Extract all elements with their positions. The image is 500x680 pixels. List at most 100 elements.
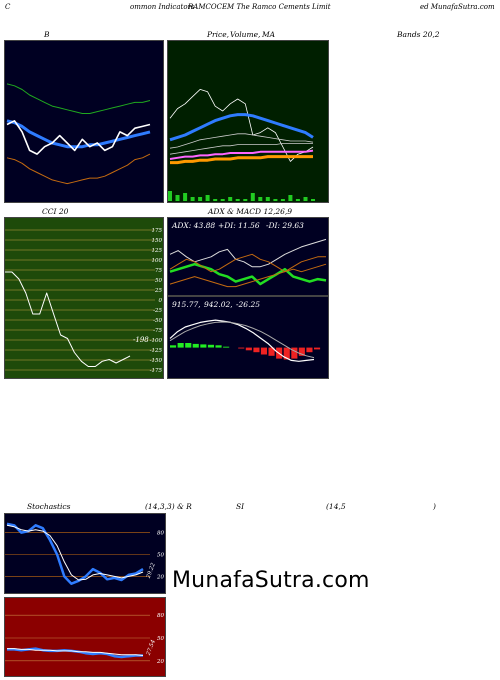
header-title-b: RAMCOCEM The Ramco Cements Limit (188, 3, 331, 11)
cci-tick-label: -175 (150, 368, 163, 374)
adx-chart (169, 238, 327, 288)
volume-bar (243, 199, 248, 201)
cci-tick-label: 175 (152, 228, 163, 234)
macd-histogram-bar (306, 347, 313, 353)
adx-panel: ADX: 43.88 +DI: 11.56 -DI: 29.63 (167, 217, 329, 296)
adx-line (169, 238, 327, 268)
macd-histogram-bar (298, 347, 305, 356)
middle-band-line (6, 119, 151, 149)
cci-tick-label: 100 (152, 258, 163, 264)
price-line (6, 120, 151, 155)
rsi-last-label: 27.54 (145, 639, 157, 657)
rsi-signal-line (7, 648, 144, 656)
cci-tick-label: 125 (152, 248, 163, 254)
cci-tick-label: -25 (153, 308, 162, 314)
adx-label: ADX & MACD 12,26,9 (208, 207, 293, 216)
ma-grey-line-1 (169, 133, 314, 149)
watermark: MunafaSutra.com (172, 568, 370, 593)
macd-line (169, 319, 315, 362)
volume-bar (250, 193, 255, 201)
adx-value: ADX: 43.88 (172, 221, 216, 230)
macd-histogram-bar (207, 344, 214, 348)
volume-label: Volume, (230, 30, 261, 39)
stochastics-tick-label: 20 (156, 574, 164, 580)
bands-label: Bands 20,2 (397, 30, 440, 39)
cci-tick-label: -100 (150, 338, 163, 344)
volume-bar (198, 197, 203, 201)
volume-bar (168, 191, 172, 201)
upper-band-line (6, 83, 151, 114)
stochastics-tick-label: 80 (157, 531, 164, 537)
rsi-tick-label: 50 (157, 636, 164, 642)
macd-histogram-bar (260, 347, 267, 355)
volume-bar (258, 197, 263, 201)
header-left: C (5, 3, 11, 11)
macd-histogram-bar (223, 346, 230, 348)
cci-tick-label: -75 (153, 328, 162, 334)
cci-tick-label: 75 (155, 268, 162, 274)
bollinger-label: B (44, 30, 50, 39)
cci-last-label: -198 (133, 336, 149, 344)
macd-histogram-bar (200, 344, 207, 348)
price-chart (168, 89, 315, 201)
cci-chart: 175 150 125 100 75 50 25 0 -25 -50 -75 -100 -125 -150… (5, 228, 163, 374)
volume-bar (213, 199, 218, 201)
cci-tick-label: -50 (153, 318, 162, 324)
stochastics-panel: 80 50 20 29.22 (4, 513, 166, 594)
cci-tick-label: -150 (150, 358, 163, 364)
volume-bar (295, 199, 300, 201)
macd-value-2: 942.02, (204, 300, 233, 309)
macd-histogram-bar (245, 347, 252, 351)
macd-value-3: -26.25 (236, 300, 261, 309)
rsi-panel: 80 50 20 27.54 (4, 597, 166, 677)
cci-panel: 175 150 125 100 75 50 25 0 -25 -50 -75 -100 -125 -150… (4, 217, 164, 379)
macd-histogram-bar (253, 347, 260, 353)
rsi-tick-label: 20 (156, 659, 164, 665)
ma-pink-line (169, 149, 314, 160)
rsi-params-close: ) (433, 502, 436, 511)
price-label: Price, (207, 30, 230, 39)
rsi-tick-label: 80 (157, 613, 164, 619)
volume-bar (235, 199, 240, 201)
header-title-a: ommon Indicators (130, 3, 195, 11)
volume-bar (311, 199, 315, 201)
macd-value-1: 915.77, (172, 300, 201, 309)
macd-histogram-bar (185, 343, 192, 348)
stochastics-k-line (6, 522, 144, 585)
pdi-value: +DI: 11.56 (218, 221, 260, 230)
volume-bar (265, 197, 270, 201)
mdi-line (169, 253, 326, 273)
macd-histogram-bar (268, 347, 275, 356)
price-panel (167, 40, 329, 203)
price-line (169, 89, 314, 162)
mdi-value: -DI: 29.63 (266, 221, 304, 230)
volume-bar (175, 195, 180, 201)
bollinger-chart (6, 83, 151, 185)
macd-histogram-bar (291, 347, 298, 359)
cci-label: CCI 20 (42, 207, 69, 216)
header-site: ed MunafaSutra.com (420, 3, 495, 11)
macd-signal-line (169, 321, 315, 359)
cci-tick-label: 150 (152, 238, 163, 244)
cci-tick-label: 0 (159, 298, 163, 304)
stochastics-params: (14,3,3) & R (145, 502, 192, 511)
stochastics-label: Stochastics (27, 502, 71, 511)
macd-histogram-bar (177, 343, 184, 348)
macd-histogram-bar (238, 347, 245, 349)
macd-chart (169, 319, 321, 362)
stochastics-tick-label: 50 (157, 553, 164, 559)
macd-panel: 915.77, 942.02, -26.25 (167, 296, 329, 379)
bollinger-panel (4, 40, 164, 203)
volume-bar (273, 199, 278, 201)
macd-histogram-bar (314, 347, 321, 350)
cci-tick-label: 50 (155, 278, 162, 284)
volume-bar (280, 199, 285, 201)
ma-blue-line (169, 113, 314, 142)
macd-histogram-bar (215, 345, 222, 348)
rsi-label: SI (236, 502, 245, 511)
volume-bar (303, 197, 308, 201)
stochastics-last-label: 29.22 (145, 562, 157, 580)
rsi-chart: 80 50 20 27.54 (5, 613, 164, 665)
volume-bar (183, 193, 188, 201)
macd-histogram-bar (170, 345, 177, 348)
